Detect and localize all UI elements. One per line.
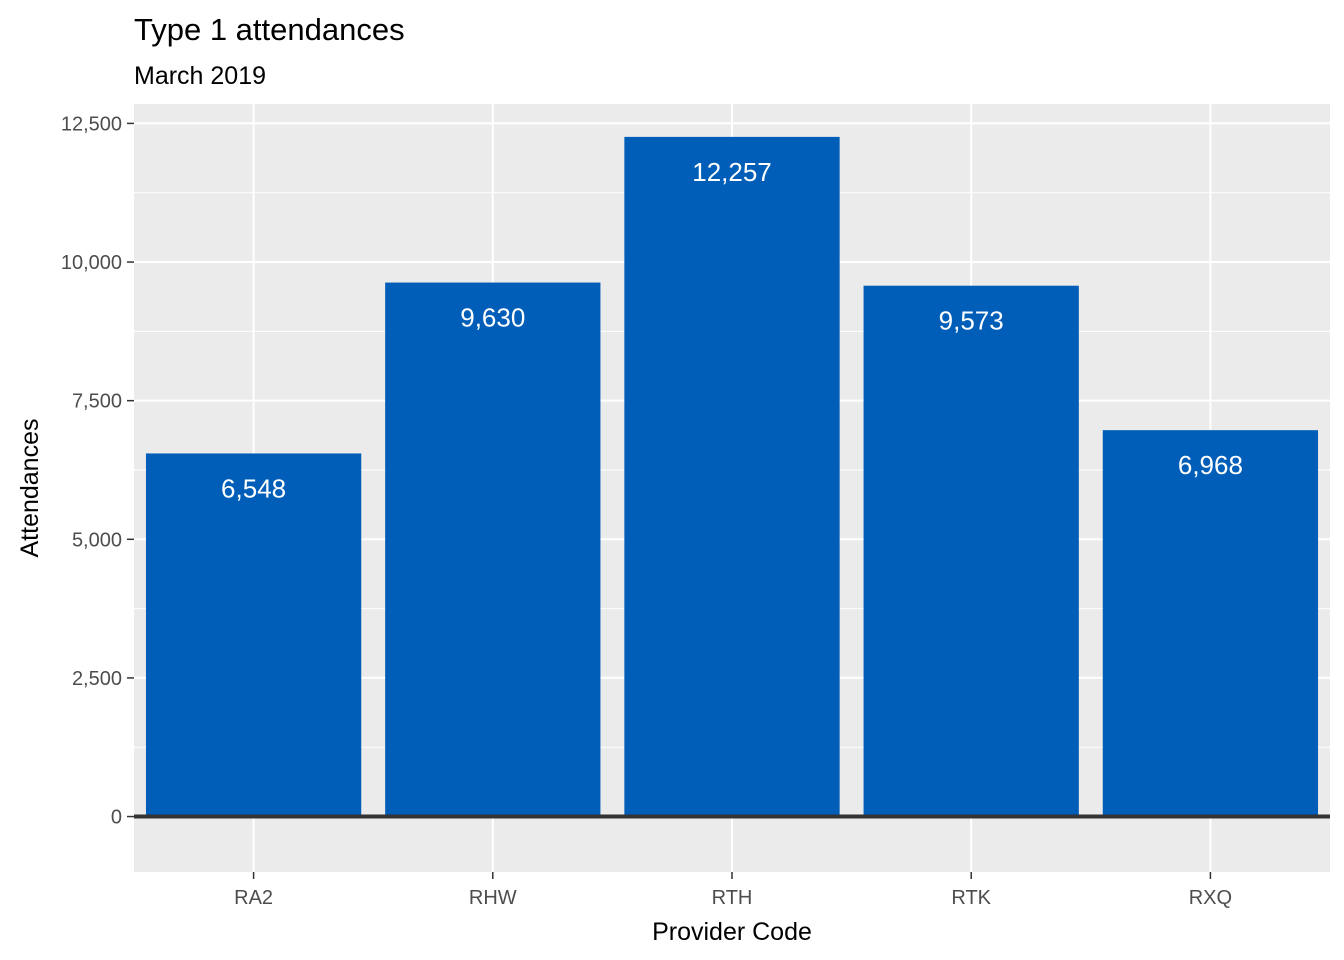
x-axis-title: Provider Code — [652, 918, 812, 946]
x-axis: RA2 RHW RTH RTK RXQ — [234, 872, 1232, 909]
bar-rtk — [863, 285, 1079, 817]
x-tick-label: RTH — [712, 887, 753, 909]
y-axis-title: Attendances — [16, 419, 44, 558]
y-tick-label: 2,500 — [72, 668, 122, 690]
chart-subtitle: March 2019 — [134, 62, 266, 90]
bar-value-label: 6,968 — [1178, 450, 1243, 480]
y-tick-label: 5,000 — [72, 529, 122, 551]
x-tick-label: RTK — [951, 887, 991, 909]
bar-value-labels: 6,548 9,630 12,257 9,573 6,968 — [221, 157, 1243, 504]
y-tick-label: 10,000 — [61, 252, 122, 274]
chart-title: Type 1 attendances — [134, 12, 405, 47]
bar-value-label: 6,548 — [221, 473, 286, 503]
bar-ra2 — [145, 453, 362, 817]
y-tick-label: 0 — [111, 807, 122, 829]
x-tick-label: RHW — [469, 887, 517, 909]
bar-rhw — [385, 282, 601, 817]
x-tick-label: RXQ — [1189, 887, 1232, 909]
bar-value-label: 9,573 — [939, 306, 1004, 336]
bar-rth — [624, 136, 840, 817]
bar-value-label: 12,257 — [692, 157, 772, 187]
y-tick-label: 7,500 — [72, 391, 122, 413]
bar-value-label: 9,630 — [460, 303, 525, 333]
y-axis: 0 2,500 5,000 7,500 10,000 12,500 — [61, 113, 134, 829]
y-tick-label: 12,500 — [61, 113, 122, 135]
bars — [145, 136, 1319, 817]
bar-rxq — [1102, 430, 1319, 817]
x-tick-label: RA2 — [234, 887, 273, 909]
